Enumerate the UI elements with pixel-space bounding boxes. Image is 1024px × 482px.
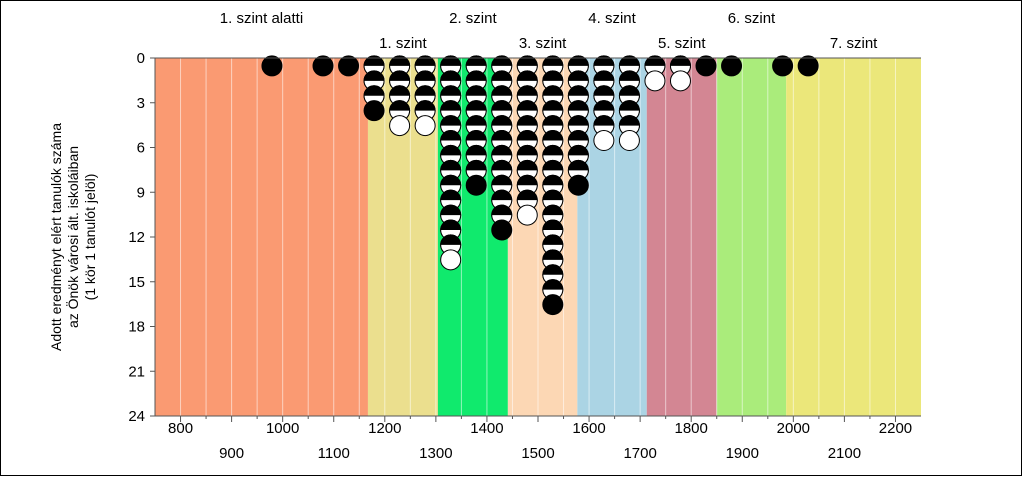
student-dot: [389, 115, 411, 137]
student-dot: [618, 130, 640, 151]
student-dot: [261, 55, 283, 77]
x-tick-label: 2000: [777, 420, 810, 437]
student-dot: [312, 55, 334, 77]
y-tick-label: 15: [128, 274, 145, 291]
y-tick-label: 0: [137, 50, 145, 67]
student-dot: [593, 130, 615, 151]
student-dot: [363, 100, 385, 122]
student-dot: [414, 115, 436, 137]
student-dot: [567, 174, 589, 196]
student-dot: [721, 55, 743, 77]
x-tick-label: 1000: [266, 420, 299, 437]
x-tick-label: 1800: [675, 420, 708, 437]
x-tick-label: 1900: [726, 445, 759, 462]
level-label-5: 4. szint: [588, 10, 636, 27]
x-tick-label: 2200: [879, 420, 912, 437]
y-tick-label: 21: [128, 363, 145, 380]
x-tick-label: 900: [219, 445, 244, 462]
y-tick-label: 12: [128, 229, 145, 246]
student-dot: [695, 55, 717, 77]
band-1: [155, 58, 368, 416]
y-axis-title-line: (1 kör 1 tanulót jelöl): [82, 174, 98, 301]
student-dot: [516, 204, 538, 226]
x-tick-label: 1600: [572, 420, 605, 437]
student-dot: [338, 55, 360, 77]
level-label-4: 3. szint: [519, 35, 567, 52]
y-tick-label: 6: [137, 140, 145, 157]
y-axis-label: Adott eredményt elért tanulók számaaz Ön…: [48, 123, 98, 351]
level-label-2: 1. szint: [379, 35, 427, 52]
y-tick-label: 18: [128, 319, 145, 336]
band-6: [646, 58, 717, 416]
band-7: [716, 58, 787, 416]
student-dot: [465, 174, 487, 196]
band-8: [786, 58, 921, 416]
x-tick-label: 1500: [521, 445, 554, 462]
level-label-6: 5. szint: [658, 35, 706, 52]
x-tick-label: 800: [168, 420, 193, 437]
student-dot: [542, 294, 564, 316]
gridlines: [180, 58, 896, 416]
student-dot: [491, 219, 513, 241]
level-label-7: 6. szint: [728, 10, 776, 27]
student-dots: [261, 55, 819, 316]
student-dot: [772, 55, 794, 77]
student-dot: [669, 70, 691, 92]
student-dot: [644, 70, 666, 92]
student-dot: [797, 55, 819, 77]
y-tick-label: 3: [137, 95, 145, 112]
x-tick-label: 1400: [470, 420, 503, 437]
level-label-8: 7. szint: [830, 35, 878, 52]
level-label-1: 1. szint alatti: [220, 10, 303, 27]
x-tick-label: 2100: [828, 445, 861, 462]
y-tick-label: 9: [137, 184, 145, 201]
x-tick-label: 1700: [623, 445, 656, 462]
y-axis-title: Adott eredményt elért tanulók számaaz Ön…: [48, 123, 98, 351]
band-4: [507, 58, 578, 416]
axes: 0 3 6 9 12 15 18 21 24 800 1000 1200 1400 1600 1800 200…: [128, 50, 921, 462]
level-label-3: 2. szint: [449, 10, 497, 27]
y-tick-label: 24: [128, 408, 145, 425]
level-labels: 1. szint alatti 1. szint 2. szint 3. szint 4…: [220, 10, 878, 52]
y-axis-title-line: az Önök városi ált. iskoláiban: [64, 146, 81, 328]
y-axis-title-line: Adott eredményt elért tanulók száma: [48, 123, 64, 351]
x-tick-label: 1300: [419, 445, 452, 462]
student-dot: [440, 249, 462, 271]
x-tick-label: 1200: [368, 420, 401, 437]
x-tick-label: 1100: [318, 445, 350, 462]
